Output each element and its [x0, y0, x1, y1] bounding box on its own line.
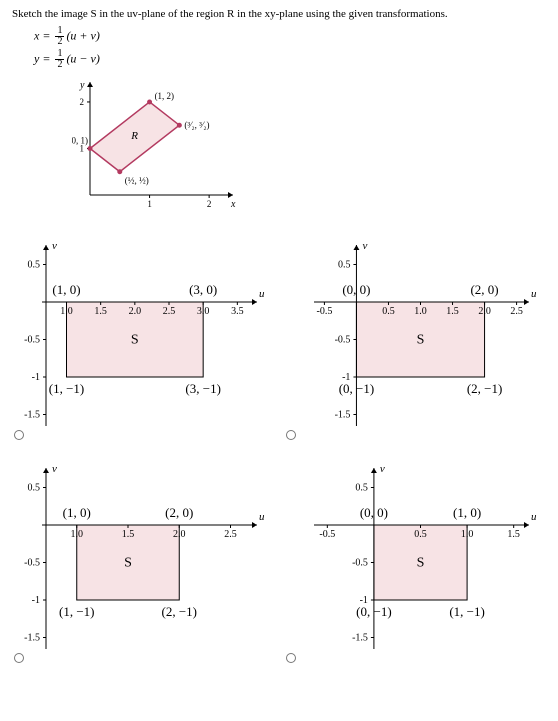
svg-text:2: 2 — [207, 199, 212, 209]
svg-text:S: S — [131, 333, 139, 348]
equation-y: y = 12(u − v) — [34, 49, 546, 70]
svg-text:-1.5: -1.5 — [352, 633, 368, 644]
svg-text:1.0: 1.0 — [461, 529, 474, 540]
svg-text:1.5: 1.5 — [446, 306, 459, 317]
svg-text:1.0: 1.0 — [71, 529, 84, 540]
svg-text:(0, −1): (0, −1) — [356, 604, 392, 619]
svg-text:-0.5: -0.5 — [319, 529, 335, 540]
svg-text:1.0: 1.0 — [414, 306, 427, 317]
svg-text:(2, −1): (2, −1) — [467, 381, 503, 396]
svg-text:1: 1 — [147, 199, 152, 209]
prompt-text: Sketch the image S in the uv-plane of th… — [12, 8, 546, 20]
svg-text:(1, 0): (1, 0) — [453, 505, 481, 520]
svg-text:2.5: 2.5 — [510, 306, 523, 317]
svg-text:(1, −1): (1, −1) — [449, 604, 485, 619]
option-radio-icon[interactable] — [14, 430, 24, 440]
svg-text:(0, 1): (0, 1) — [72, 135, 88, 145]
svg-text:u: u — [259, 511, 265, 523]
svg-text:0.5: 0.5 — [28, 483, 41, 494]
answer-panel-B[interactable]: -0.50.51.01.52.02.5-1.5-1-0.50.5uv(0, 0)… — [284, 231, 546, 440]
svg-text:-1.5: -1.5 — [24, 633, 40, 644]
svg-text:(1, 0): (1, 0) — [63, 505, 91, 520]
svg-text:1.0: 1.0 — [60, 306, 73, 317]
svg-text:0.5: 0.5 — [382, 306, 395, 317]
svg-text:(0, 0): (0, 0) — [360, 505, 388, 520]
svg-text:1.5: 1.5 — [507, 529, 520, 540]
answer-panel-C[interactable]: 1.0 1.5 2.0 2.5 -1.5 -1 -0.5 0.5 u v (1, 0) (2, 0) (… — [12, 454, 274, 663]
equation-x: x = 12(u + v) — [34, 26, 546, 47]
svg-text:-0.5: -0.5 — [24, 558, 40, 569]
svg-text:1.5: 1.5 — [94, 306, 107, 317]
equations-block: x = 12(u + v) y = 12(u − v) — [34, 26, 546, 70]
svg-text:-1: -1 — [32, 595, 40, 606]
svg-text:v: v — [52, 240, 57, 252]
svg-text:u: u — [531, 511, 537, 523]
eq2-lhs: y — [34, 51, 39, 65]
svg-text:0.5: 0.5 — [355, 483, 368, 494]
svg-text:2.0: 2.0 — [129, 306, 142, 317]
eq1-lhs: x — [34, 28, 39, 42]
eq2-rhs: (u − v) — [66, 51, 99, 65]
svg-text:(2, 0): (2, 0) — [165, 505, 193, 520]
svg-text:(0, −1): (0, −1) — [339, 381, 375, 396]
option-radio-icon[interactable] — [286, 430, 296, 440]
svg-text:x: x — [230, 199, 236, 210]
eq1-rhs: (u + v) — [66, 28, 99, 42]
svg-text:u: u — [531, 288, 537, 300]
panel-grid: 1.0 1.5 2.0 2.5 3.0 3.5 -1.5 -1 -0.5 0.5 u v (1, 0) (… — [12, 231, 546, 663]
svg-text:-0.5: -0.5 — [335, 335, 351, 346]
svg-text:-1: -1 — [32, 372, 40, 383]
svg-text:(1, 2): (1, 2) — [155, 91, 175, 101]
svg-text:(1, −1): (1, −1) — [59, 604, 95, 619]
svg-text:2.0: 2.0 — [173, 529, 186, 540]
svg-text:-0.5: -0.5 — [352, 558, 368, 569]
svg-text:(0, 0): (0, 0) — [342, 282, 370, 297]
svg-text:v: v — [380, 463, 385, 475]
option-radio-icon[interactable] — [286, 653, 296, 663]
svg-text:1.5: 1.5 — [122, 529, 135, 540]
svg-text:-0.5: -0.5 — [316, 306, 332, 317]
svg-text:3.5: 3.5 — [231, 306, 244, 317]
svg-text:(3, −1): (3, −1) — [185, 381, 221, 396]
svg-text:3.0: 3.0 — [197, 306, 210, 317]
svg-text:S: S — [124, 556, 132, 571]
region-figure: 1212xyR(0, 1)(1, 2)(³⁄₂, ³⁄₂)(½, ½) — [72, 78, 546, 217]
answer-panel-D[interactable]: -0.50.51.01.5-1.5-1-0.50.5uv(0, 0)(1, 0)… — [284, 454, 546, 663]
svg-text:(3, 0): (3, 0) — [189, 282, 217, 297]
svg-text:-0.5: -0.5 — [24, 335, 40, 346]
svg-text:(2, 0): (2, 0) — [470, 282, 498, 297]
svg-text:(1, −1): (1, −1) — [49, 381, 85, 396]
svg-text:S: S — [417, 333, 425, 348]
frac-1: 12 — [55, 26, 64, 47]
svg-text:0.5: 0.5 — [414, 529, 427, 540]
svg-text:2.5: 2.5 — [163, 306, 176, 317]
svg-text:(½, ½): (½, ½) — [125, 176, 149, 186]
svg-text:(2, −1): (2, −1) — [162, 604, 198, 619]
svg-text:u: u — [259, 288, 265, 300]
svg-text:0.5: 0.5 — [28, 260, 41, 271]
svg-text:v: v — [362, 240, 367, 252]
option-radio-icon[interactable] — [14, 653, 24, 663]
svg-text:S: S — [417, 556, 425, 571]
svg-text:2.5: 2.5 — [224, 529, 237, 540]
svg-text:2: 2 — [80, 97, 85, 107]
svg-text:y: y — [79, 80, 85, 91]
svg-text:R: R — [130, 130, 138, 142]
svg-text:-1.5: -1.5 — [24, 410, 40, 421]
svg-text:-1.5: -1.5 — [335, 410, 351, 421]
svg-text:(1, 0): (1, 0) — [52, 282, 80, 297]
svg-text:v: v — [52, 463, 57, 475]
answer-panel-A[interactable]: 1.0 1.5 2.0 2.5 3.0 3.5 -1.5 -1 -0.5 0.5 u v (1, 0) (… — [12, 231, 274, 440]
svg-text:2.0: 2.0 — [478, 306, 491, 317]
svg-text:(³⁄₂, ³⁄₂): (³⁄₂, ³⁄₂) — [184, 120, 209, 130]
frac-2: 12 — [55, 49, 64, 70]
svg-text:0.5: 0.5 — [338, 260, 351, 271]
